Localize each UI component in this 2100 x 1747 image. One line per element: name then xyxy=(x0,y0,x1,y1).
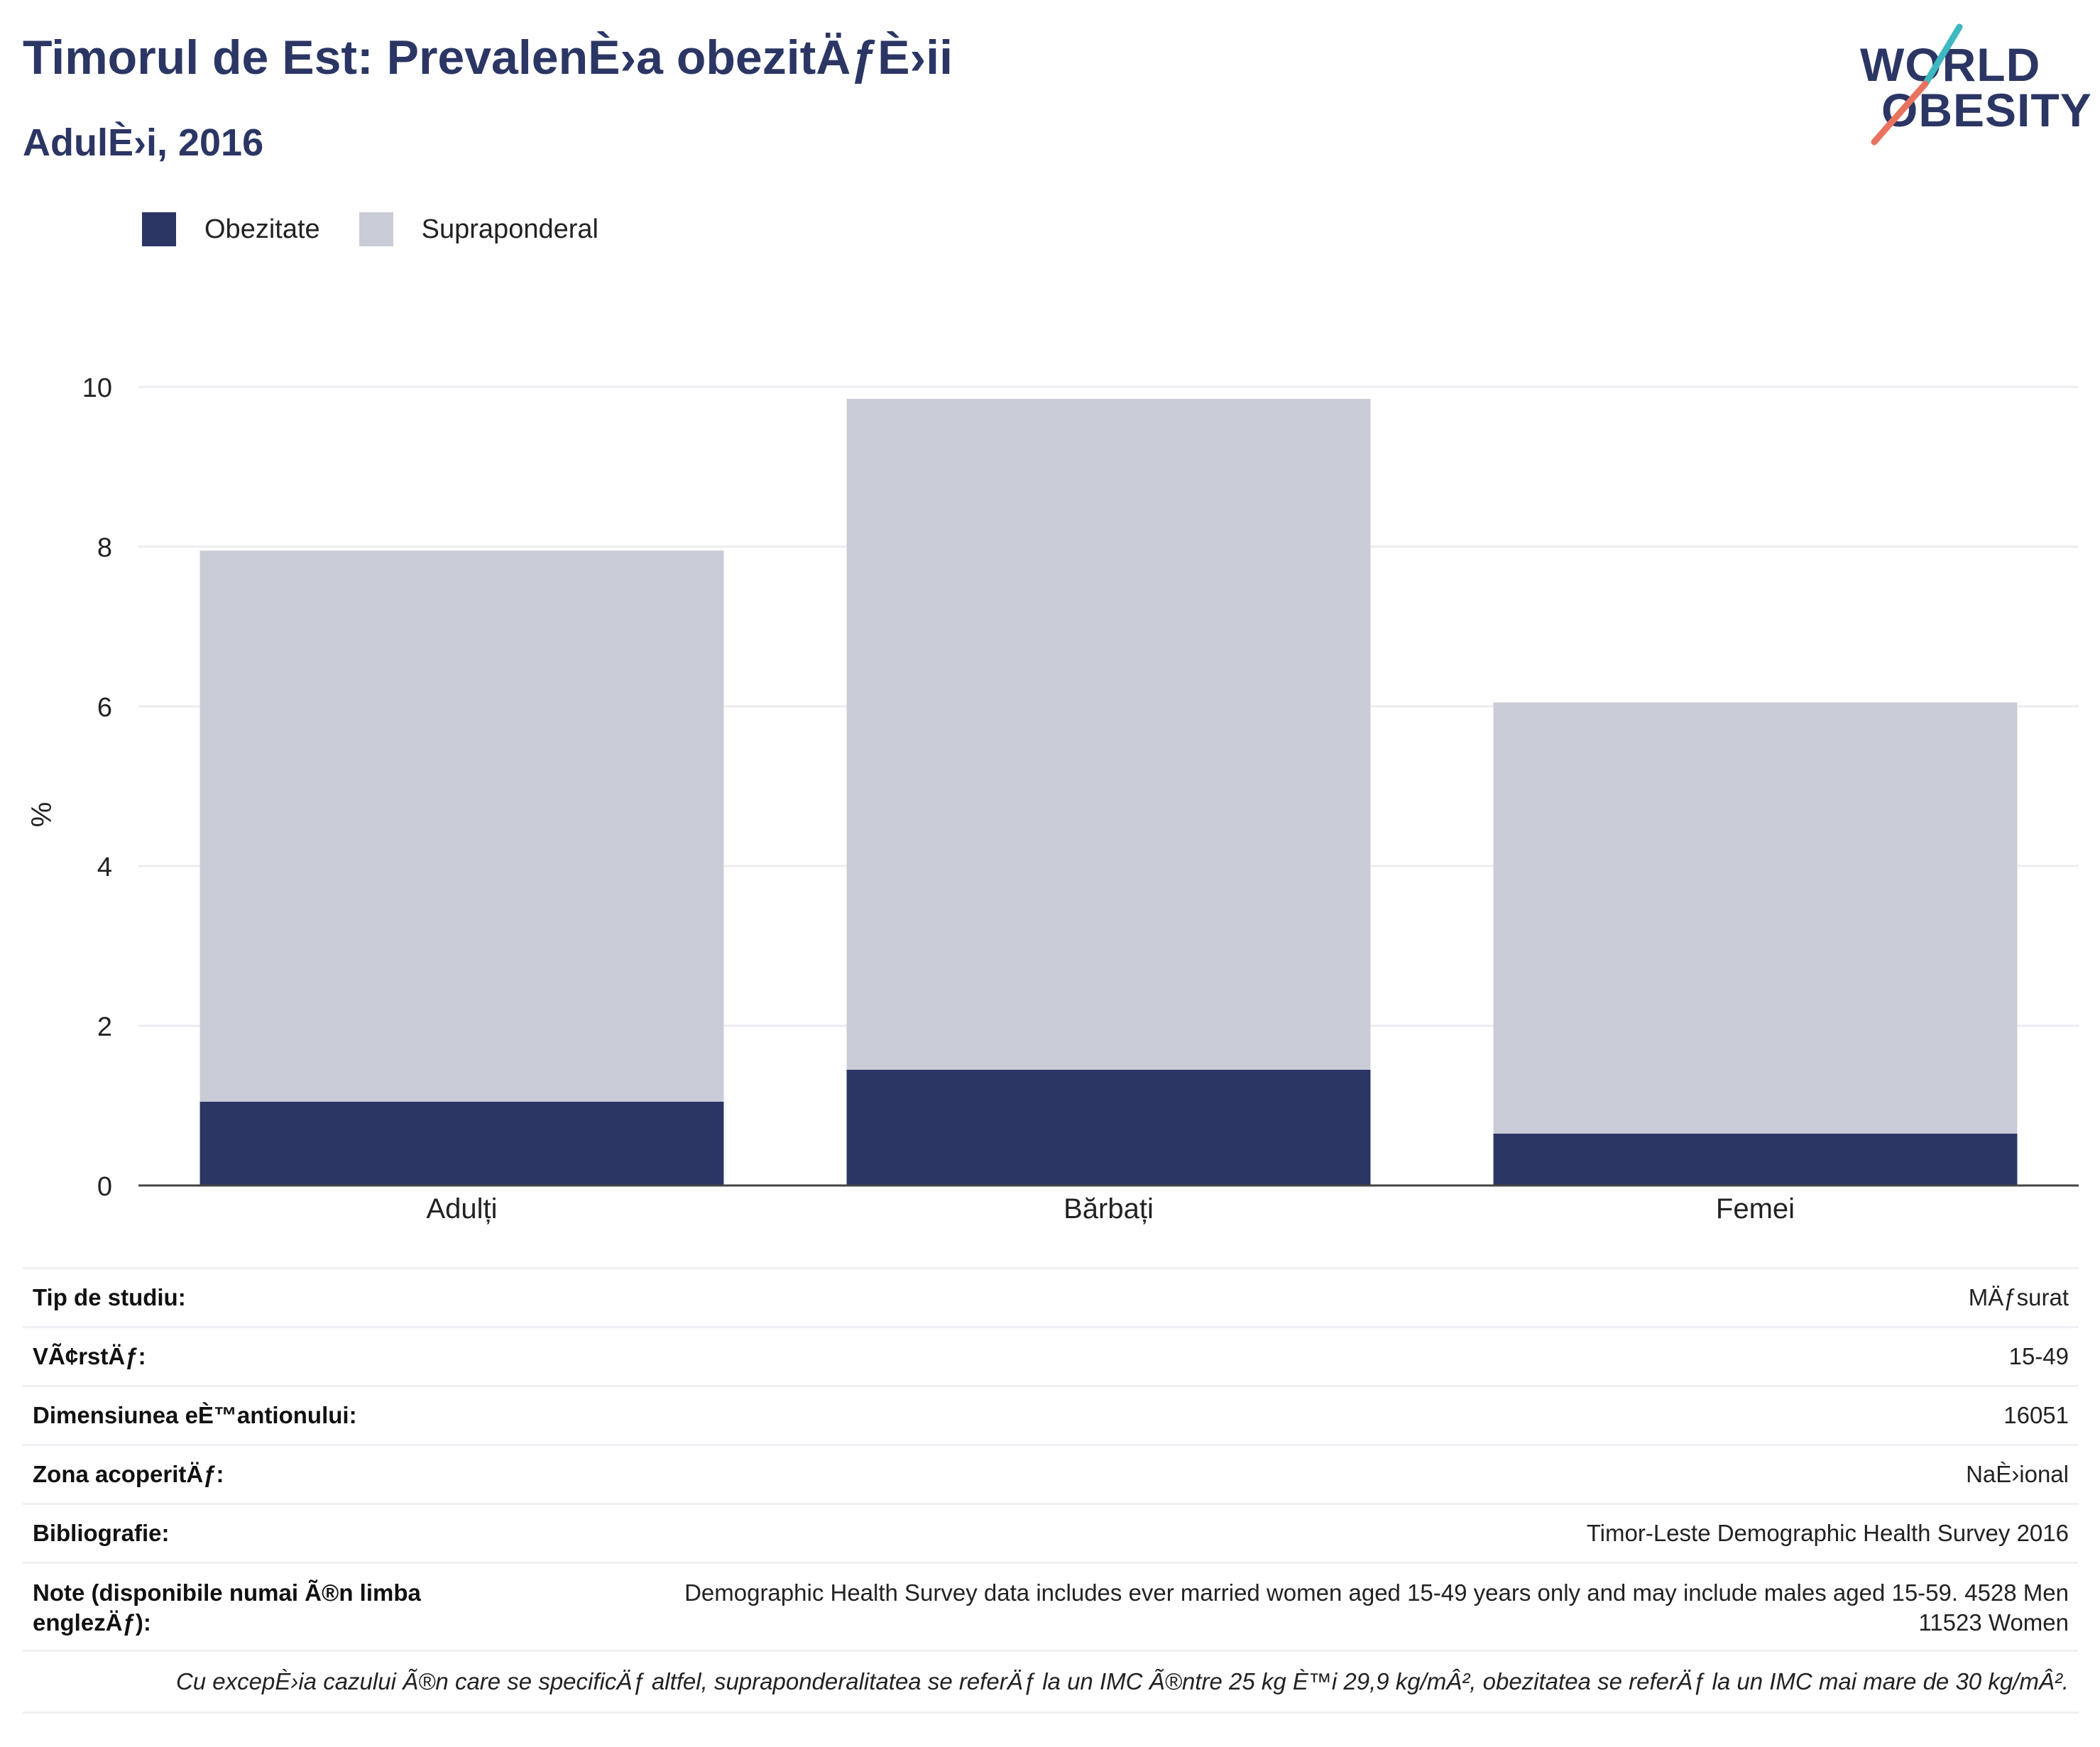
logo-slash-icon xyxy=(1871,23,1963,146)
y-tick-label: 6 xyxy=(97,693,112,723)
notes-line-1: Demographic Health Survey data includes … xyxy=(684,1579,2069,1606)
legend-label-overweight: Supraponderal xyxy=(421,214,598,244)
x-tick-label: Adulți xyxy=(426,1193,497,1225)
info-value: 15-49 xyxy=(2008,1343,2069,1369)
bar-overweight xyxy=(846,398,1371,1070)
info-label: Zona acoperitÄƒ: xyxy=(33,1461,224,1487)
info-label: Bibliografie: xyxy=(33,1520,170,1546)
y-tick-label: 4 xyxy=(97,853,112,882)
legend-item-overweight[interactable]: Supraponderal xyxy=(359,212,598,246)
y-tick-label: 2 xyxy=(97,1012,112,1042)
info-row-study-type: Tip de studiu: MÄƒsurat xyxy=(23,1267,2079,1326)
info-row-notes: Note (disponibile numai Ã®n limba englez… xyxy=(23,1562,2079,1650)
info-value: NaÈ›ional xyxy=(1966,1461,2069,1487)
legend-item-obesity[interactable]: Obezitate xyxy=(142,212,320,246)
bar-overweight xyxy=(199,550,724,1102)
info-label: VÃ¢rstÄƒ: xyxy=(33,1343,146,1369)
info-value: 16051 xyxy=(2003,1402,2069,1428)
chart-title: Timorul de Est: PrevalenÈ›a obezitÄƒÈ›ii xyxy=(23,31,953,84)
x-tick-label: Bărbați xyxy=(1063,1193,1154,1225)
stacked-bar-chart: 0 2 4 6 8 10% Adulți Bărbați Femei xyxy=(26,373,2079,1225)
y-tick-label: 10 xyxy=(82,373,112,403)
footnote: Cu excepÈ›ia cazului Ã®n care se specifi… xyxy=(23,1650,2079,1714)
info-value: MÄƒsurat xyxy=(1968,1284,2069,1310)
bar-obesity xyxy=(1493,1133,2018,1185)
info-value: Timor-Leste Demographic Health Survey 20… xyxy=(1586,1520,2069,1546)
legend-swatch-overweight xyxy=(359,212,393,246)
info-table: Tip de studiu: MÄƒsurat VÃ¢rstÄƒ: 15-49 … xyxy=(23,1267,2079,1714)
legend-swatch-obesity xyxy=(142,212,176,246)
info-label: Tip de studiu: xyxy=(33,1284,186,1310)
info-row-area: Zona acoperitÄƒ: NaÈ›ional xyxy=(23,1444,2079,1503)
x-tick-label: Femei xyxy=(1716,1193,1795,1225)
info-value: Demographic Health Survey data includes … xyxy=(684,1578,2069,1638)
info-row-age: VÃ¢rstÄƒ: 15-49 xyxy=(23,1326,2079,1385)
legend-label-obesity: Obezitate xyxy=(204,214,320,244)
chart-legend: Obezitate Supraponderal xyxy=(142,212,638,247)
y-axis-label: % xyxy=(26,802,58,828)
chart-subtitle: AdulÈ›i, 2016 xyxy=(23,121,264,164)
info-label: Note (disponibile numai Ã®n limba englez… xyxy=(33,1579,421,1636)
info-row-bibliography: Bibliografie: Timor-Leste Demographic He… xyxy=(23,1503,2079,1562)
bar-obesity xyxy=(846,1069,1371,1185)
info-label: Dimensiunea eÈ™antionului: xyxy=(33,1402,357,1428)
y-tick-label: 0 xyxy=(97,1172,112,1202)
bar-overweight xyxy=(1493,702,2018,1134)
world-obesity-logo: WORLD OBESITY xyxy=(1846,20,2091,155)
bar-obesity xyxy=(199,1101,724,1185)
y-tick-label: 8 xyxy=(97,533,112,563)
notes-line-2: 11523 Women xyxy=(1918,1609,2069,1636)
info-row-sample-size: Dimensiunea eÈ™antionului: 16051 xyxy=(23,1385,2079,1444)
